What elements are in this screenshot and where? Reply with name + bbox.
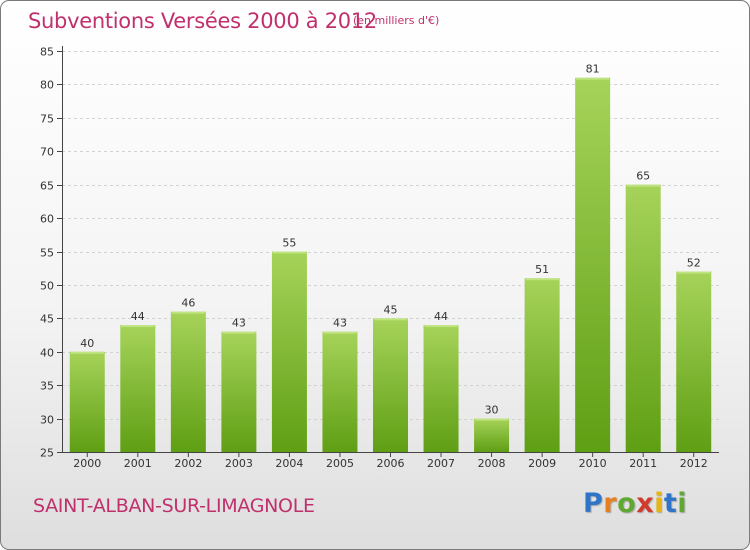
logo-letter: i	[677, 488, 688, 519]
x-tick-label: 2000	[73, 457, 101, 470]
x-tick-label: 2002	[174, 457, 202, 470]
bar	[373, 318, 408, 452]
x-tick-label: 2007	[427, 457, 455, 470]
x-tick-label: 2011	[629, 457, 657, 470]
y-tick-label: 55	[40, 247, 54, 260]
data-label: 44	[434, 310, 448, 323]
bar	[575, 77, 611, 452]
y-tick-label: 40	[40, 347, 54, 360]
bar	[474, 418, 510, 452]
data-label: 55	[282, 237, 296, 250]
y-tick-label: 80	[40, 79, 54, 92]
logo-letter: o	[617, 488, 637, 519]
x-tick-label: 2001	[124, 457, 152, 470]
y-tick-label: 50	[40, 280, 54, 293]
bar-highlight	[222, 331, 256, 334]
y-tick-label: 35	[40, 380, 54, 393]
data-label: 52	[687, 257, 701, 270]
x-tick-label: 2004	[275, 457, 303, 470]
data-label: 40	[80, 337, 94, 350]
bar	[221, 331, 257, 452]
bar	[524, 278, 560, 452]
x-tick-label: 2003	[225, 457, 253, 470]
bar-highlight	[70, 351, 104, 354]
data-label: 30	[485, 404, 499, 417]
bars	[69, 77, 712, 452]
x-tick-label: 2010	[579, 457, 607, 470]
data-label: 43	[333, 317, 347, 330]
y-tick-label: 60	[40, 213, 54, 226]
bar-highlight	[272, 251, 306, 254]
bar-highlight	[475, 418, 509, 421]
bar	[271, 251, 307, 452]
data-label: 43	[232, 317, 246, 330]
data-label: 81	[586, 63, 600, 76]
y-tick-label: 25	[40, 447, 54, 460]
data-label: 44	[131, 310, 145, 323]
y-tick-label: 70	[40, 146, 54, 159]
bar	[676, 271, 712, 452]
bar-highlight	[374, 318, 407, 321]
bar	[625, 184, 661, 452]
labels: 25 30 35 40 45 50 55 60 65 70 75 80 85 40 2000 44 2001 46…	[40, 46, 708, 471]
x-tick-label: 2005	[326, 457, 354, 470]
chart-title: Subventions Versées 2000 à 2012	[28, 9, 377, 33]
data-label: 45	[384, 303, 398, 316]
bar-highlight	[171, 311, 205, 314]
y-tick-label: 65	[40, 180, 54, 193]
bar	[120, 325, 156, 452]
bar-highlight	[323, 331, 357, 334]
bar	[69, 351, 105, 452]
commune-name: SAINT-ALBAN-SUR-LIMAGNOLE	[33, 495, 315, 517]
x-tick-label: 2012	[680, 457, 708, 470]
bar	[322, 331, 358, 452]
logo-letter: r	[603, 488, 618, 519]
logo-letter: P	[583, 488, 604, 519]
bar-highlight	[525, 278, 559, 281]
y-tick-label: 45	[40, 313, 54, 326]
y-tick-label: 30	[40, 414, 54, 427]
bar-highlight	[677, 271, 711, 274]
x-tick-label: 2006	[377, 457, 405, 470]
logo-letter: i	[654, 488, 664, 519]
x-tick-label: 2009	[528, 457, 556, 470]
axes	[57, 46, 719, 457]
proxiti-logo: Proxiti	[583, 488, 687, 519]
logo-letter: t	[663, 488, 678, 519]
bar	[423, 325, 459, 452]
logo-letter: x	[636, 488, 655, 519]
bar-highlight	[576, 77, 610, 80]
data-label: 65	[636, 170, 650, 183]
chart-subtitle: (en milliers d'€)	[353, 14, 440, 27]
y-tick-label: 75	[40, 113, 54, 126]
bar-highlight	[424, 325, 458, 328]
data-label: 51	[535, 263, 549, 276]
bar	[170, 311, 206, 452]
bar-highlight	[121, 325, 155, 328]
data-label: 46	[181, 297, 195, 310]
bar-highlight	[626, 184, 660, 187]
x-tick-label: 2008	[478, 457, 506, 470]
y-tick-label: 85	[40, 46, 54, 59]
